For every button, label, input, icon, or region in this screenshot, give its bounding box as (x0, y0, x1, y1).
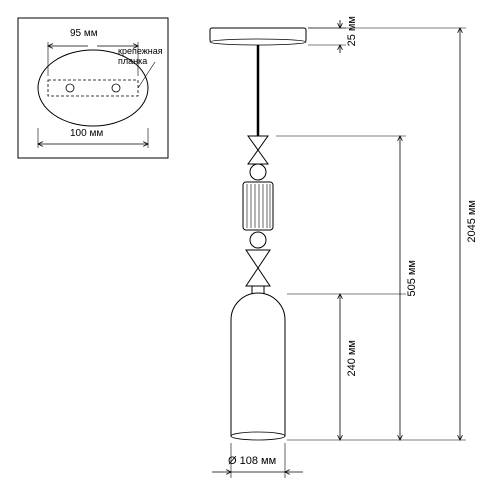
diagram-container: 95 мм крепежная планка 100 мм 25 мм 240 … (0, 0, 500, 500)
inset-bracket-width-label: 95 мм (70, 28, 98, 39)
inset-width-label: 100 мм (70, 128, 103, 139)
technical-drawing (0, 0, 500, 500)
pendant-lamp (210, 28, 306, 440)
inset-bracket-text-2: планка (118, 56, 147, 66)
inset-bracket-text-1: крепежная (118, 46, 163, 56)
diameter-label: Ø 108 мм (228, 455, 276, 467)
canopy-height-label: 25 мм (346, 16, 358, 46)
shade-height-label: 240 мм (346, 340, 358, 377)
total-height-label: 2045 мм (466, 200, 478, 243)
body-height-label: 505 мм (406, 260, 418, 297)
